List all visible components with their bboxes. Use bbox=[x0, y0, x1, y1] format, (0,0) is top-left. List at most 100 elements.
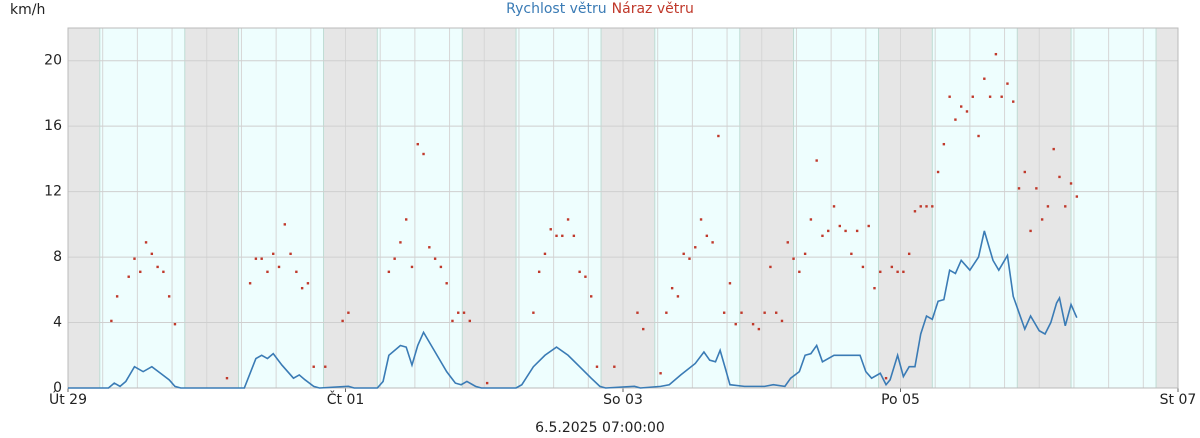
x-tick-label: Čt 01 bbox=[327, 390, 365, 408]
wind-speed-line bbox=[68, 230, 1078, 389]
gust-point bbox=[688, 257, 691, 260]
gust-point bbox=[393, 257, 396, 260]
gust-point bbox=[717, 134, 720, 138]
gust-point bbox=[734, 322, 737, 326]
y-tick-label: 0 bbox=[53, 380, 62, 396]
gust-point bbox=[728, 282, 732, 285]
gust-point bbox=[763, 311, 766, 314]
gust-point bbox=[277, 265, 281, 269]
gust-point bbox=[405, 218, 408, 221]
gust-point bbox=[786, 241, 789, 244]
y-tick-label: 16 bbox=[44, 118, 62, 134]
legend-entry: Náraz větru bbox=[612, 1, 694, 17]
gust-point bbox=[994, 52, 998, 56]
y-tick-label: 12 bbox=[44, 184, 62, 200]
gust-point bbox=[532, 311, 535, 314]
gust-point bbox=[162, 270, 165, 274]
plot-background bbox=[68, 27, 1178, 389]
gust-point bbox=[422, 152, 425, 156]
day-band bbox=[1070, 27, 1157, 389]
gust-point bbox=[803, 252, 807, 256]
gust-point bbox=[676, 295, 680, 298]
gust-point bbox=[722, 311, 726, 314]
gust-point bbox=[410, 265, 414, 269]
gust-point bbox=[127, 275, 130, 278]
gust-point bbox=[468, 319, 471, 323]
gust-point bbox=[387, 270, 391, 274]
gust-point bbox=[289, 252, 292, 256]
gust-point bbox=[844, 229, 847, 233]
gust-point bbox=[965, 110, 969, 113]
gust-point bbox=[590, 295, 593, 298]
gust-point bbox=[798, 270, 801, 274]
gust-point bbox=[659, 372, 662, 375]
gust-point bbox=[925, 205, 928, 208]
gust-point bbox=[983, 77, 986, 80]
gust-point bbox=[780, 319, 784, 323]
gust-point bbox=[942, 142, 946, 146]
y-tick-label: 20 bbox=[44, 53, 62, 69]
gust-point bbox=[399, 241, 402, 244]
gust-point bbox=[173, 322, 177, 326]
gust-point bbox=[907, 252, 911, 256]
gust-point bbox=[306, 282, 310, 285]
day-band bbox=[515, 27, 602, 389]
gust-point bbox=[919, 205, 922, 208]
gust-point bbox=[312, 365, 315, 368]
timestamp: 6.5.2025 07:00:00 bbox=[535, 420, 665, 436]
plot-border bbox=[67, 27, 1179, 389]
gust-point bbox=[1040, 218, 1044, 221]
gust-point bbox=[1069, 182, 1073, 185]
gust-point bbox=[884, 376, 888, 380]
gust-point bbox=[821, 234, 824, 238]
gust-point bbox=[832, 205, 836, 208]
gust-point bbox=[144, 241, 148, 244]
gust-point bbox=[948, 95, 951, 98]
legend-entry: Rychlost větru bbox=[506, 1, 607, 17]
gust-point bbox=[416, 142, 419, 146]
gust-point bbox=[977, 134, 980, 138]
gust-point bbox=[1029, 229, 1032, 233]
gust-point bbox=[954, 118, 957, 121]
gust-point bbox=[1017, 187, 1021, 190]
gust-point bbox=[260, 257, 263, 260]
gust-point bbox=[879, 270, 882, 274]
gust-point bbox=[861, 265, 865, 269]
gust-point bbox=[705, 234, 709, 238]
gust-point bbox=[225, 376, 229, 380]
gust-point bbox=[1006, 82, 1009, 85]
gust-point bbox=[642, 327, 645, 331]
gust-point bbox=[1075, 195, 1079, 198]
day-band bbox=[376, 27, 463, 389]
gust-point bbox=[1058, 175, 1061, 179]
gust-point bbox=[792, 257, 795, 260]
gust-point bbox=[150, 252, 154, 256]
y-tick-label: 4 bbox=[53, 315, 62, 331]
gust-point bbox=[300, 286, 304, 290]
day-band bbox=[99, 27, 186, 389]
gust-point bbox=[815, 159, 818, 162]
day-band bbox=[931, 27, 1018, 389]
gust-point bbox=[682, 252, 685, 256]
gust-point bbox=[931, 205, 934, 208]
gust-point bbox=[670, 286, 674, 290]
gust-point bbox=[595, 365, 599, 368]
gust-point bbox=[341, 319, 344, 323]
gust-point bbox=[913, 210, 917, 213]
gust-point bbox=[433, 257, 437, 260]
gust-point bbox=[266, 270, 269, 274]
gust-point bbox=[890, 265, 894, 269]
gust-point bbox=[462, 311, 466, 314]
gust-point bbox=[347, 311, 350, 314]
y-tick-label: 8 bbox=[53, 249, 62, 265]
gust-point bbox=[1064, 205, 1067, 208]
gust-point bbox=[566, 218, 570, 221]
gust-point bbox=[757, 327, 761, 331]
legend: Rychlost větru Náraz větru bbox=[506, 1, 694, 17]
gust-point bbox=[636, 311, 639, 314]
gust-point bbox=[283, 223, 286, 226]
gust-point bbox=[971, 95, 974, 98]
gust-point bbox=[775, 311, 778, 314]
gust-point bbox=[873, 286, 876, 290]
